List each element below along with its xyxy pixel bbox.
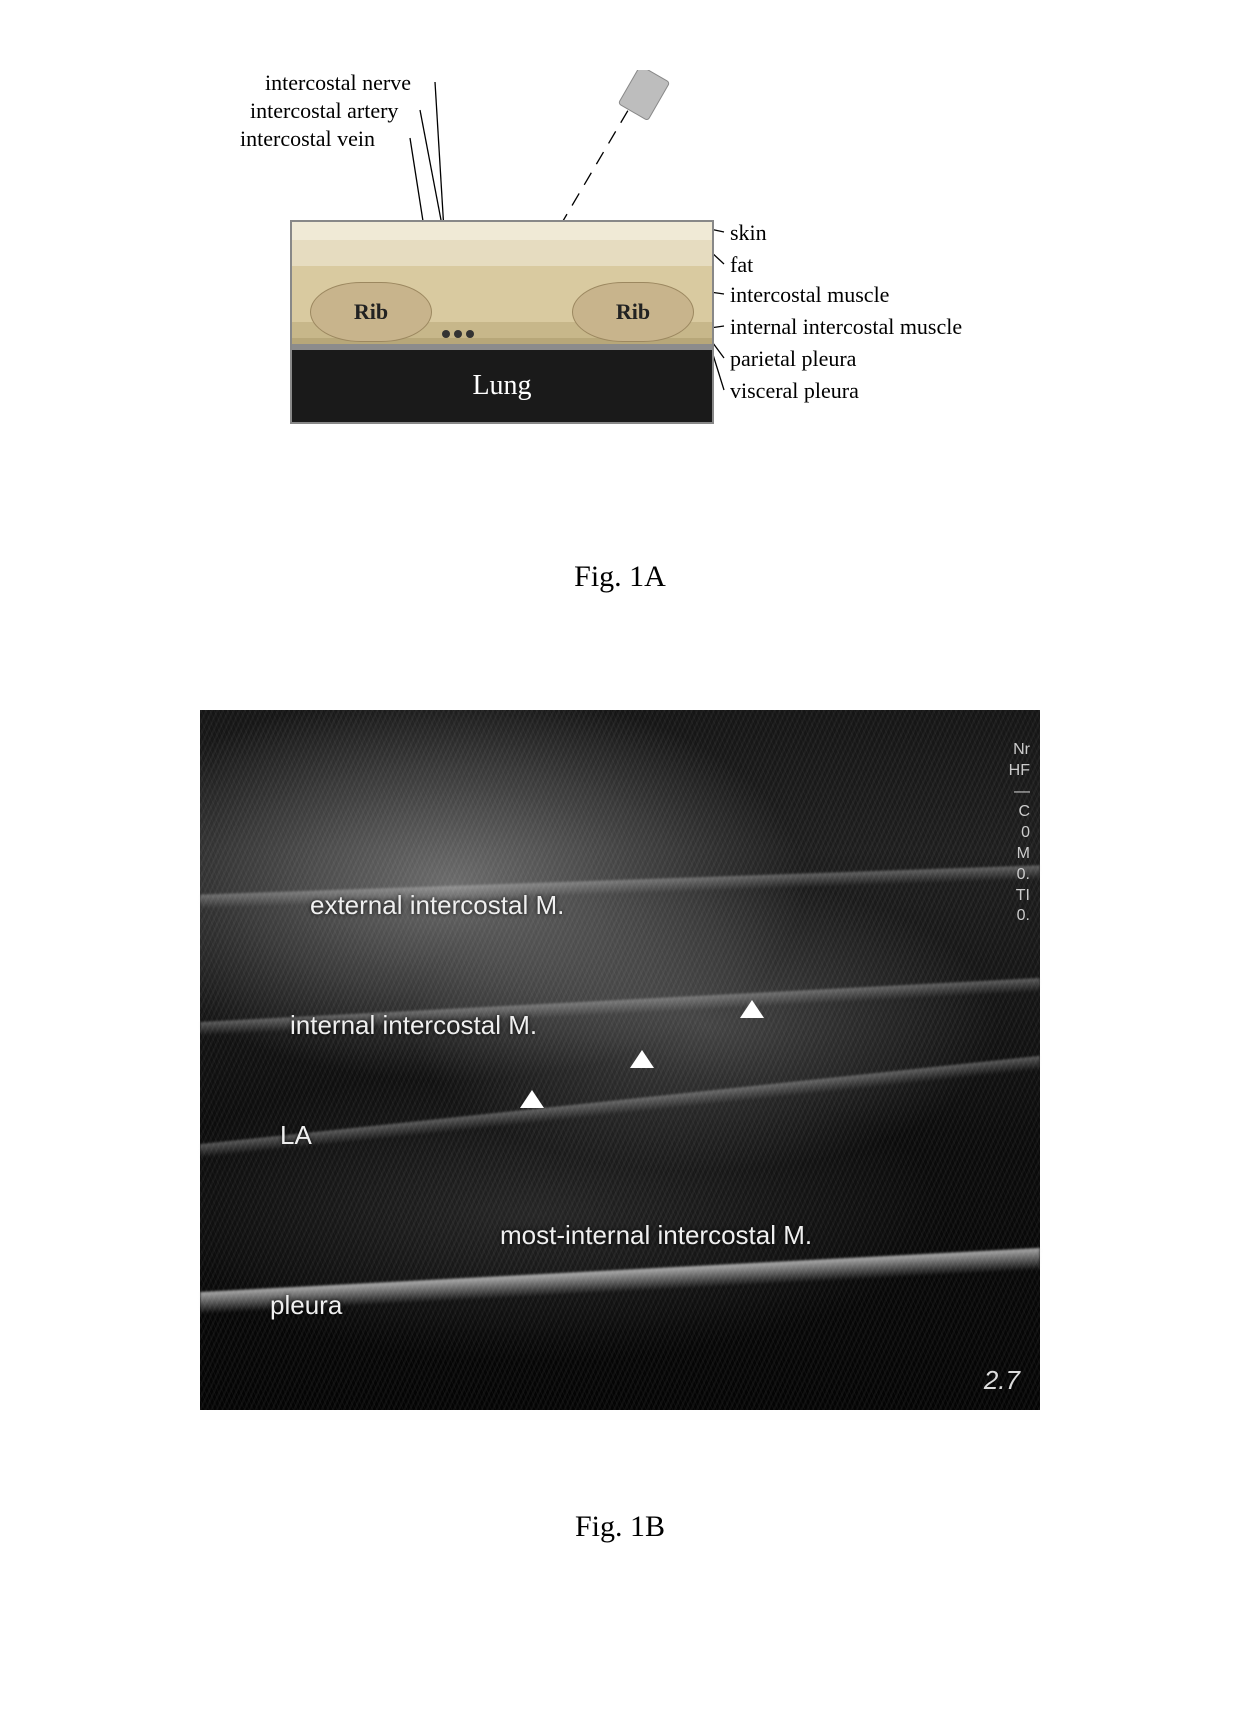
figure-1b: external intercostal M. internal intercos… [200, 710, 1040, 1410]
figure-1a-right-label: intercostal muscle [730, 282, 889, 308]
ultrasound-label-int: internal intercostal M. [290, 1010, 537, 1041]
figure-1a-right-label: visceral pleura [730, 378, 859, 404]
ultrasound-label-mostint: most-internal intercostal M. [500, 1220, 812, 1251]
ultrasound-side-line: 0. [1009, 865, 1030, 886]
ultrasound-side-line: HF [1009, 761, 1030, 782]
figure-1b-caption: Fig. 1B [0, 1510, 1240, 1544]
figure-1a-right-label: parietal pleura [730, 346, 856, 372]
ultrasound-label-la: LA [280, 1120, 312, 1151]
figure-1a-right-labels: skin fat intercostal muscle internal interc… [170, 70, 1070, 470]
ultrasound-side-line: 0 [1009, 823, 1030, 844]
ultrasound-side-line: Nr [1009, 740, 1030, 761]
ultrasound-label-ext: external intercostal M. [310, 890, 564, 921]
ultrasound-marker-triangle-icon [740, 1000, 764, 1018]
ultrasound-marker-triangle-icon [520, 1090, 544, 1108]
figure-1a-right-label: fat [730, 252, 753, 278]
page: intercostal nerveintercostal arteryinter… [0, 0, 1240, 1722]
ultrasound-side-line: 0. [1009, 906, 1030, 927]
ultrasound-side-line: TI [1009, 886, 1030, 907]
ultrasound-label-pleura: pleura [270, 1290, 342, 1321]
ultrasound-side-readout: NrHF—C0M0.TI0. [1009, 740, 1030, 927]
ultrasound-side-line: — [1009, 782, 1030, 803]
ultrasound-depth-label: 2.7 [984, 1365, 1020, 1396]
ultrasound-marker-triangle-icon [630, 1050, 654, 1068]
figure-1a-right-label: internal intercostal muscle [730, 314, 962, 340]
figure-1a: intercostal nerveintercostal arteryinter… [170, 70, 1070, 470]
ultrasound-side-line: M [1009, 844, 1030, 865]
figure-1a-caption: Fig. 1A [0, 560, 1240, 594]
ultrasound-side-line: C [1009, 802, 1030, 823]
figure-1a-right-label: skin [730, 220, 767, 246]
